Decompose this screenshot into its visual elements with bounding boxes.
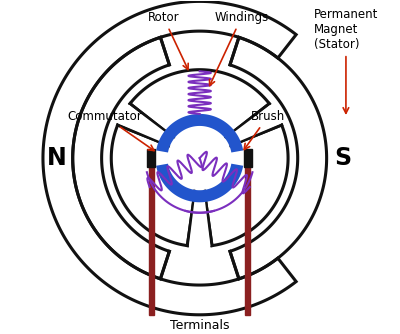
Text: Terminals: Terminals: [170, 319, 230, 332]
Text: N: N: [47, 146, 66, 170]
Polygon shape: [230, 37, 327, 279]
Text: Permanent
Magnet
(Stator): Permanent Magnet (Stator): [314, 8, 378, 113]
Text: Commutator: Commutator: [68, 110, 154, 151]
Bar: [244, 149, 252, 167]
Polygon shape: [73, 37, 169, 279]
Polygon shape: [43, 1, 296, 315]
Circle shape: [168, 127, 231, 189]
Polygon shape: [118, 105, 180, 149]
Polygon shape: [203, 125, 288, 245]
Bar: [148, 149, 156, 167]
Bar: [149, 166, 154, 315]
Circle shape: [176, 134, 224, 182]
Polygon shape: [130, 70, 269, 143]
Polygon shape: [156, 164, 243, 202]
Polygon shape: [156, 114, 243, 153]
Polygon shape: [219, 105, 281, 149]
Text: Brush: Brush: [244, 110, 285, 150]
Polygon shape: [111, 125, 196, 245]
Polygon shape: [189, 182, 210, 246]
Text: Rotor: Rotor: [148, 11, 188, 69]
Text: S: S: [334, 146, 351, 170]
Bar: [245, 166, 250, 315]
Text: Windings: Windings: [210, 11, 268, 86]
